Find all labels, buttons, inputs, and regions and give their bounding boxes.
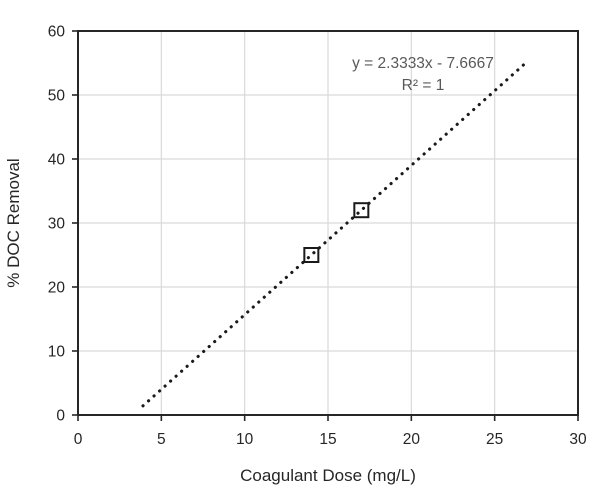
x-tick-label: 5: [157, 431, 166, 448]
y-tick-label: 20: [48, 280, 66, 297]
trendline: [141, 59, 530, 408]
x-tick-label: 15: [319, 431, 336, 448]
y-tick-label: 40: [48, 152, 66, 169]
x-tick-label: 0: [74, 431, 83, 448]
x-tick-label: 20: [403, 431, 421, 448]
x-tick-label: 25: [486, 431, 503, 448]
data-point-marker: [353, 202, 370, 219]
y-tick-label: 30: [48, 216, 66, 233]
y-tick-label: 10: [48, 344, 66, 361]
y-tick-label: 0: [56, 408, 65, 425]
y-tick-label: 60: [48, 24, 66, 41]
x-tick-label: 30: [569, 431, 587, 448]
y-tick-label: 50: [48, 88, 66, 105]
trendline-equation: y = 2.3333x - 7.6667: [352, 55, 494, 72]
x-axis-title: Coagulant Dose (mg/L): [240, 466, 416, 485]
x-tick-label: 10: [236, 431, 254, 448]
data-point-marker: [303, 247, 320, 263]
y-axis-title: % DOC Removal: [4, 158, 23, 287]
trendline-r-squared: R² = 1: [402, 77, 445, 94]
